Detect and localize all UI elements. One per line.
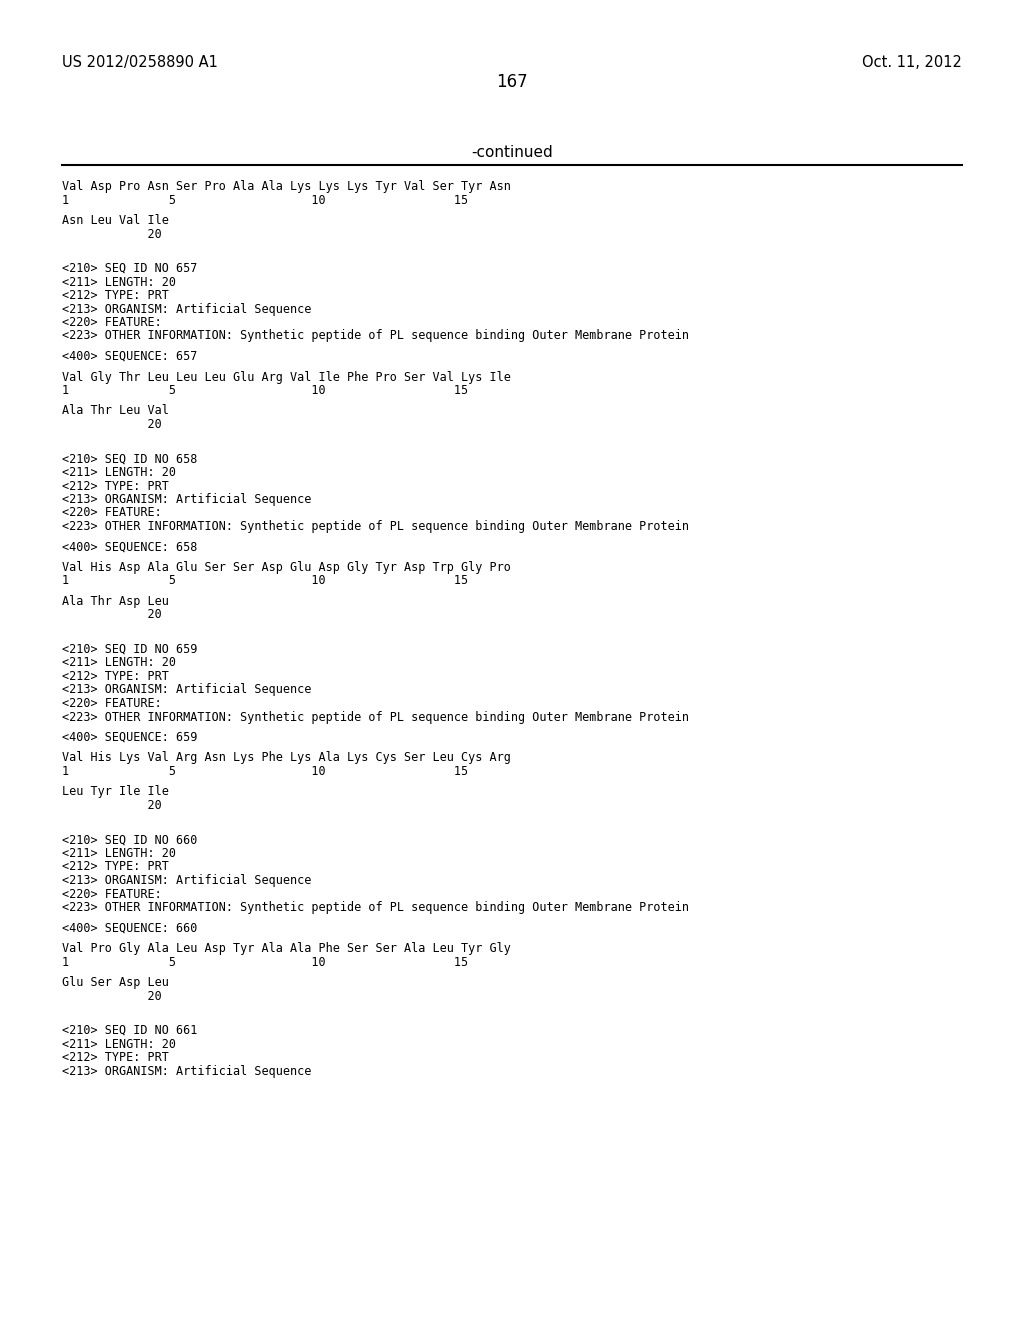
- Text: <212> TYPE: PRT: <212> TYPE: PRT: [62, 861, 169, 874]
- Text: 1              5                   10                  15: 1 5 10 15: [62, 956, 468, 969]
- Text: <400> SEQUENCE: 657: <400> SEQUENCE: 657: [62, 350, 198, 363]
- Text: 1              5                   10                  15: 1 5 10 15: [62, 384, 468, 397]
- Text: <212> TYPE: PRT: <212> TYPE: PRT: [62, 671, 169, 682]
- Text: 20: 20: [62, 227, 162, 240]
- Text: Leu Tyr Ile Ile: Leu Tyr Ile Ile: [62, 785, 169, 799]
- Text: <220> FEATURE:: <220> FEATURE:: [62, 507, 162, 520]
- Text: 20: 20: [62, 609, 162, 622]
- Text: 1              5                   10                  15: 1 5 10 15: [62, 194, 468, 206]
- Text: <400> SEQUENCE: 659: <400> SEQUENCE: 659: [62, 731, 198, 744]
- Text: 20: 20: [62, 990, 162, 1002]
- Text: <400> SEQUENCE: 660: <400> SEQUENCE: 660: [62, 921, 198, 935]
- Text: <213> ORGANISM: Artificial Sequence: <213> ORGANISM: Artificial Sequence: [62, 684, 311, 697]
- Text: <213> ORGANISM: Artificial Sequence: <213> ORGANISM: Artificial Sequence: [62, 302, 311, 315]
- Text: <212> TYPE: PRT: <212> TYPE: PRT: [62, 289, 169, 302]
- Text: <210> SEQ ID NO 661: <210> SEQ ID NO 661: [62, 1024, 198, 1038]
- Text: Glu Ser Asp Leu: Glu Ser Asp Leu: [62, 975, 169, 989]
- Text: <210> SEQ ID NO 659: <210> SEQ ID NO 659: [62, 643, 198, 656]
- Text: <212> TYPE: PRT: <212> TYPE: PRT: [62, 1051, 169, 1064]
- Text: US 2012/0258890 A1: US 2012/0258890 A1: [62, 55, 218, 70]
- Text: 1              5                   10                  15: 1 5 10 15: [62, 766, 468, 777]
- Text: <213> ORGANISM: Artificial Sequence: <213> ORGANISM: Artificial Sequence: [62, 874, 311, 887]
- Text: <220> FEATURE:: <220> FEATURE:: [62, 315, 162, 329]
- Text: <210> SEQ ID NO 658: <210> SEQ ID NO 658: [62, 453, 198, 466]
- Text: <223> OTHER INFORMATION: Synthetic peptide of PL sequence binding Outer Membrane: <223> OTHER INFORMATION: Synthetic pepti…: [62, 520, 689, 533]
- Text: <211> LENGTH: 20: <211> LENGTH: 20: [62, 466, 176, 479]
- Text: <220> FEATURE:: <220> FEATURE:: [62, 697, 162, 710]
- Text: <223> OTHER INFORMATION: Synthetic peptide of PL sequence binding Outer Membrane: <223> OTHER INFORMATION: Synthetic pepti…: [62, 330, 689, 342]
- Text: 20: 20: [62, 799, 162, 812]
- Text: Ala Thr Leu Val: Ala Thr Leu Val: [62, 404, 169, 417]
- Text: 20: 20: [62, 418, 162, 432]
- Text: 1              5                   10                  15: 1 5 10 15: [62, 574, 468, 587]
- Text: <211> LENGTH: 20: <211> LENGTH: 20: [62, 276, 176, 289]
- Text: Val Asp Pro Asn Ser Pro Ala Ala Lys Lys Lys Tyr Val Ser Tyr Asn: Val Asp Pro Asn Ser Pro Ala Ala Lys Lys …: [62, 180, 511, 193]
- Text: <211> LENGTH: 20: <211> LENGTH: 20: [62, 847, 176, 861]
- Text: Asn Leu Val Ile: Asn Leu Val Ile: [62, 214, 169, 227]
- Text: Val His Asp Ala Glu Ser Ser Asp Glu Asp Gly Tyr Asp Trp Gly Pro: Val His Asp Ala Glu Ser Ser Asp Glu Asp …: [62, 561, 511, 574]
- Text: <223> OTHER INFORMATION: Synthetic peptide of PL sequence binding Outer Membrane: <223> OTHER INFORMATION: Synthetic pepti…: [62, 902, 689, 913]
- Text: <213> ORGANISM: Artificial Sequence: <213> ORGANISM: Artificial Sequence: [62, 1064, 311, 1077]
- Text: <211> LENGTH: 20: <211> LENGTH: 20: [62, 656, 176, 669]
- Text: Val Pro Gly Ala Leu Asp Tyr Ala Ala Phe Ser Ser Ala Leu Tyr Gly: Val Pro Gly Ala Leu Asp Tyr Ala Ala Phe …: [62, 942, 511, 954]
- Text: <210> SEQ ID NO 660: <210> SEQ ID NO 660: [62, 833, 198, 846]
- Text: -continued: -continued: [471, 145, 553, 160]
- Text: <220> FEATURE:: <220> FEATURE:: [62, 887, 162, 900]
- Text: <212> TYPE: PRT: <212> TYPE: PRT: [62, 479, 169, 492]
- Text: <211> LENGTH: 20: <211> LENGTH: 20: [62, 1038, 176, 1051]
- Text: Val His Lys Val Arg Asn Lys Phe Lys Ala Lys Cys Ser Leu Cys Arg: Val His Lys Val Arg Asn Lys Phe Lys Ala …: [62, 751, 511, 764]
- Text: <213> ORGANISM: Artificial Sequence: <213> ORGANISM: Artificial Sequence: [62, 492, 311, 506]
- Text: Ala Thr Asp Leu: Ala Thr Asp Leu: [62, 595, 169, 609]
- Text: <400> SEQUENCE: 658: <400> SEQUENCE: 658: [62, 540, 198, 553]
- Text: <223> OTHER INFORMATION: Synthetic peptide of PL sequence binding Outer Membrane: <223> OTHER INFORMATION: Synthetic pepti…: [62, 710, 689, 723]
- Text: <210> SEQ ID NO 657: <210> SEQ ID NO 657: [62, 261, 198, 275]
- Text: 167: 167: [497, 73, 527, 91]
- Text: Oct. 11, 2012: Oct. 11, 2012: [862, 55, 962, 70]
- Text: Val Gly Thr Leu Leu Leu Glu Arg Val Ile Phe Pro Ser Val Lys Ile: Val Gly Thr Leu Leu Leu Glu Arg Val Ile …: [62, 371, 511, 384]
